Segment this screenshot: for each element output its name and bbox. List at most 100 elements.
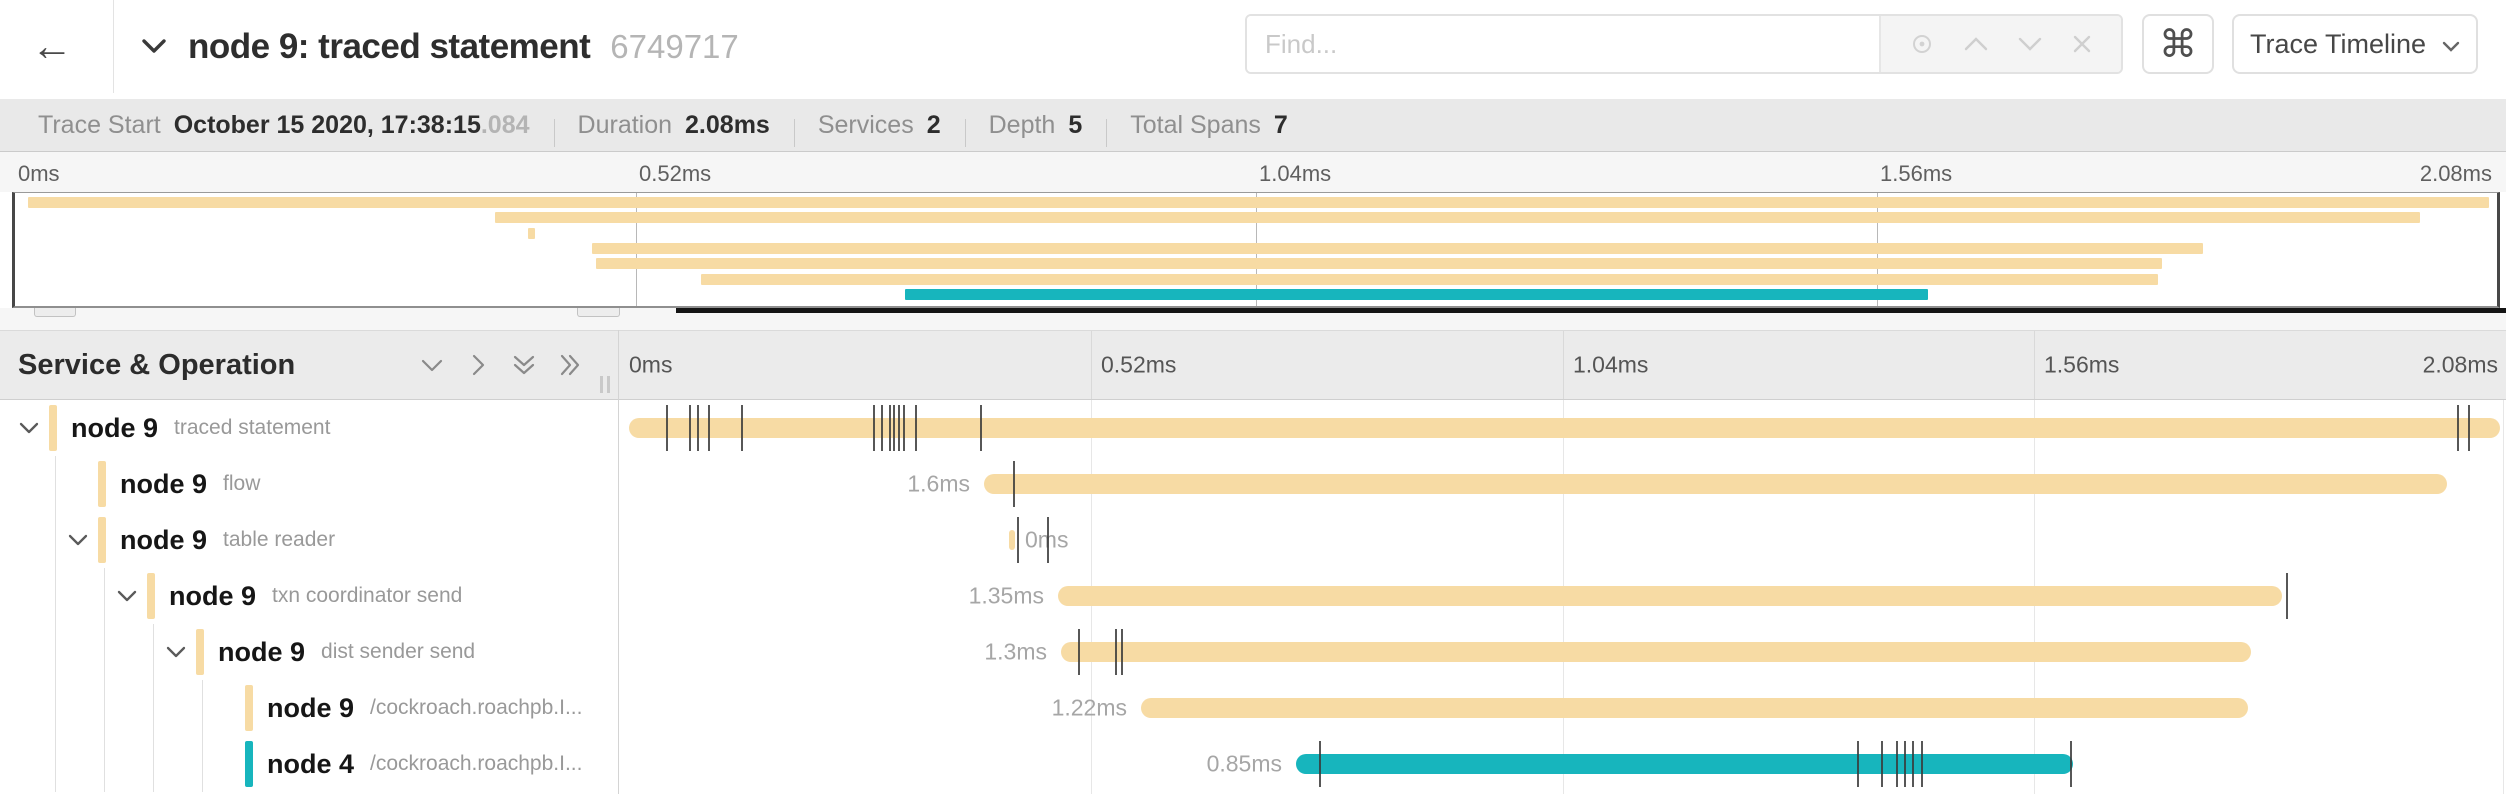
span-color-bar bbox=[147, 573, 155, 619]
summary-item: Depth 5 bbox=[964, 111, 1107, 147]
tree-guide bbox=[104, 680, 105, 736]
service-name: node 4 bbox=[267, 748, 355, 779]
summary-item-value: October 15 2020, 17:38:15 bbox=[173, 110, 481, 139]
span-name-group: node 9 txn coordinator send bbox=[169, 568, 462, 624]
span-row[interactable]: node 9 txn coordinator send 1.35ms bbox=[0, 568, 2506, 624]
span-row-timeline-cell: 0ms bbox=[619, 512, 2506, 568]
collapse-all-double-chevron-down-icon[interactable] bbox=[511, 352, 537, 378]
keyboard-shortcuts-button[interactable]: ⌘ bbox=[2142, 14, 2214, 74]
span-log-tick bbox=[915, 405, 917, 451]
axis-label: 0.52ms bbox=[639, 161, 712, 186]
summary-item-suffix: .084 bbox=[480, 110, 530, 139]
span-bar[interactable] bbox=[984, 474, 2447, 494]
service-name: node 9 bbox=[120, 468, 208, 499]
scrubber-handle-left[interactable] bbox=[34, 308, 76, 317]
minimap-span-bar bbox=[495, 212, 2420, 223]
operation-name: /cockroach.roachpb.I... bbox=[370, 696, 583, 719]
span-row[interactable]: node 9 table reader 0ms bbox=[0, 512, 2506, 568]
span-log-tick bbox=[1881, 741, 1883, 787]
span-bar[interactable] bbox=[629, 418, 2500, 438]
span-log-tick bbox=[1921, 741, 1923, 787]
span-duration-label: 1.35ms bbox=[968, 582, 1044, 609]
span-log-tick bbox=[697, 405, 699, 451]
summary-item-label: Total Spans bbox=[1130, 110, 1261, 139]
tree-guide bbox=[55, 680, 56, 736]
expander-chevron-down-icon[interactable] bbox=[166, 646, 186, 664]
expand-all-double-chevron-right-icon[interactable] bbox=[557, 352, 583, 378]
tree-guide bbox=[202, 680, 203, 736]
tree-guide bbox=[55, 568, 56, 624]
span-log-tick bbox=[903, 405, 905, 451]
target-icon[interactable] bbox=[1909, 31, 1935, 57]
tree-guide bbox=[104, 736, 105, 792]
tree-guide bbox=[153, 736, 154, 792]
clear-icon[interactable] bbox=[2071, 33, 2093, 55]
summary-item: Trace Start October 15 2020, 17:38:15.084 bbox=[14, 111, 554, 140]
operation-name: txn coordinator send bbox=[272, 584, 463, 607]
service-name: node 9 bbox=[120, 524, 208, 555]
find-input[interactable] bbox=[1247, 16, 1879, 72]
span-log-tick bbox=[2457, 405, 2459, 451]
span-log-tick bbox=[2070, 741, 2072, 787]
column-divider[interactable] bbox=[618, 330, 619, 794]
axis-label: 2.08ms bbox=[2419, 161, 2492, 186]
summary-item-label: Trace Start bbox=[38, 110, 161, 139]
tree-guide bbox=[202, 736, 203, 792]
span-bar[interactable] bbox=[1141, 698, 2248, 718]
expand-collapse-controls bbox=[419, 331, 583, 399]
minimap-axis: 0ms 0.52ms 1.04ms 1.56ms 2.08ms bbox=[12, 152, 2500, 192]
span-row-timeline-cell: 1.6ms bbox=[619, 456, 2506, 512]
minimap-axis-background bbox=[0, 152, 2506, 192]
expander-chevron-down-icon[interactable] bbox=[19, 422, 39, 440]
gridline bbox=[1563, 331, 1564, 399]
span-log-tick bbox=[1078, 629, 1080, 675]
span-duration-label: 1.6ms bbox=[907, 470, 970, 497]
span-row[interactable]: node 9/cockroach.roachpb.I... 1.22ms bbox=[0, 680, 2506, 736]
trace-id: 6749717 bbox=[610, 27, 739, 65]
span-row-timeline-cell: 1.22ms bbox=[619, 680, 2506, 736]
trace-summary-bar: Trace Start October 15 2020, 17:38:15.084… bbox=[0, 99, 2506, 152]
view-selector-button[interactable]: Trace Timeline bbox=[2232, 14, 2478, 74]
span-row[interactable]: node 9 flow 1.6ms bbox=[0, 456, 2506, 512]
column-resizer-grip[interactable] bbox=[600, 376, 610, 393]
minimap-footer bbox=[0, 308, 2506, 330]
span-bar[interactable] bbox=[1296, 754, 2073, 774]
gridline bbox=[1091, 331, 1092, 399]
expand-one-chevron-right-icon[interactable] bbox=[465, 352, 491, 378]
summary-item: Duration 2.08ms bbox=[553, 111, 794, 147]
gridline bbox=[2503, 400, 2504, 794]
span-row[interactable]: node 9 traced statement bbox=[0, 400, 2506, 456]
span-row-timeline-cell: 0.85ms bbox=[619, 736, 2506, 792]
summary-item-label: Services bbox=[817, 110, 914, 139]
service-name: node 9 bbox=[267, 692, 355, 723]
span-log-tick bbox=[689, 405, 691, 451]
span-bar[interactable] bbox=[1061, 642, 2251, 662]
span-row[interactable]: node 4/cockroach.roachpb.I... 0.85ms bbox=[0, 736, 2506, 792]
chevron-up-icon[interactable] bbox=[1963, 36, 1989, 52]
span-row-name-cell: node 9 table reader bbox=[0, 512, 619, 568]
span-bar[interactable] bbox=[1009, 530, 1015, 550]
expander-chevron-down-icon[interactable] bbox=[117, 590, 137, 608]
minimap-scroll-bar[interactable] bbox=[676, 308, 2506, 313]
axis-label: 0ms bbox=[629, 351, 673, 378]
back-button[interactable]: ← bbox=[20, 14, 84, 78]
scrubber-handle-right[interactable] bbox=[577, 308, 620, 317]
minimap-canvas[interactable] bbox=[12, 192, 2500, 308]
expander-chevron-down-icon[interactable] bbox=[68, 534, 88, 552]
span-log-tick bbox=[741, 405, 743, 451]
span-log-tick bbox=[889, 405, 891, 451]
span-row[interactable]: node 9 dist sender send 1.3ms bbox=[0, 624, 2506, 680]
tree-guide bbox=[153, 624, 154, 680]
span-bar[interactable] bbox=[1058, 586, 2282, 606]
summary-item-value: 2 bbox=[926, 110, 941, 139]
span-duration-label: 0ms bbox=[1025, 527, 1068, 554]
collapse-one-chevron-down-icon[interactable] bbox=[419, 352, 445, 378]
span-log-tick bbox=[893, 405, 895, 451]
span-duration-label: 1.3ms bbox=[984, 638, 1047, 665]
span-name-group: node 9 table reader bbox=[120, 512, 335, 568]
axis-label: 1.56ms bbox=[2044, 351, 2120, 378]
tree-guide bbox=[104, 624, 105, 680]
chevron-down-icon[interactable] bbox=[2017, 36, 2043, 52]
span-color-bar bbox=[196, 629, 204, 675]
collapse-title-chevron-down-icon[interactable] bbox=[140, 38, 168, 56]
